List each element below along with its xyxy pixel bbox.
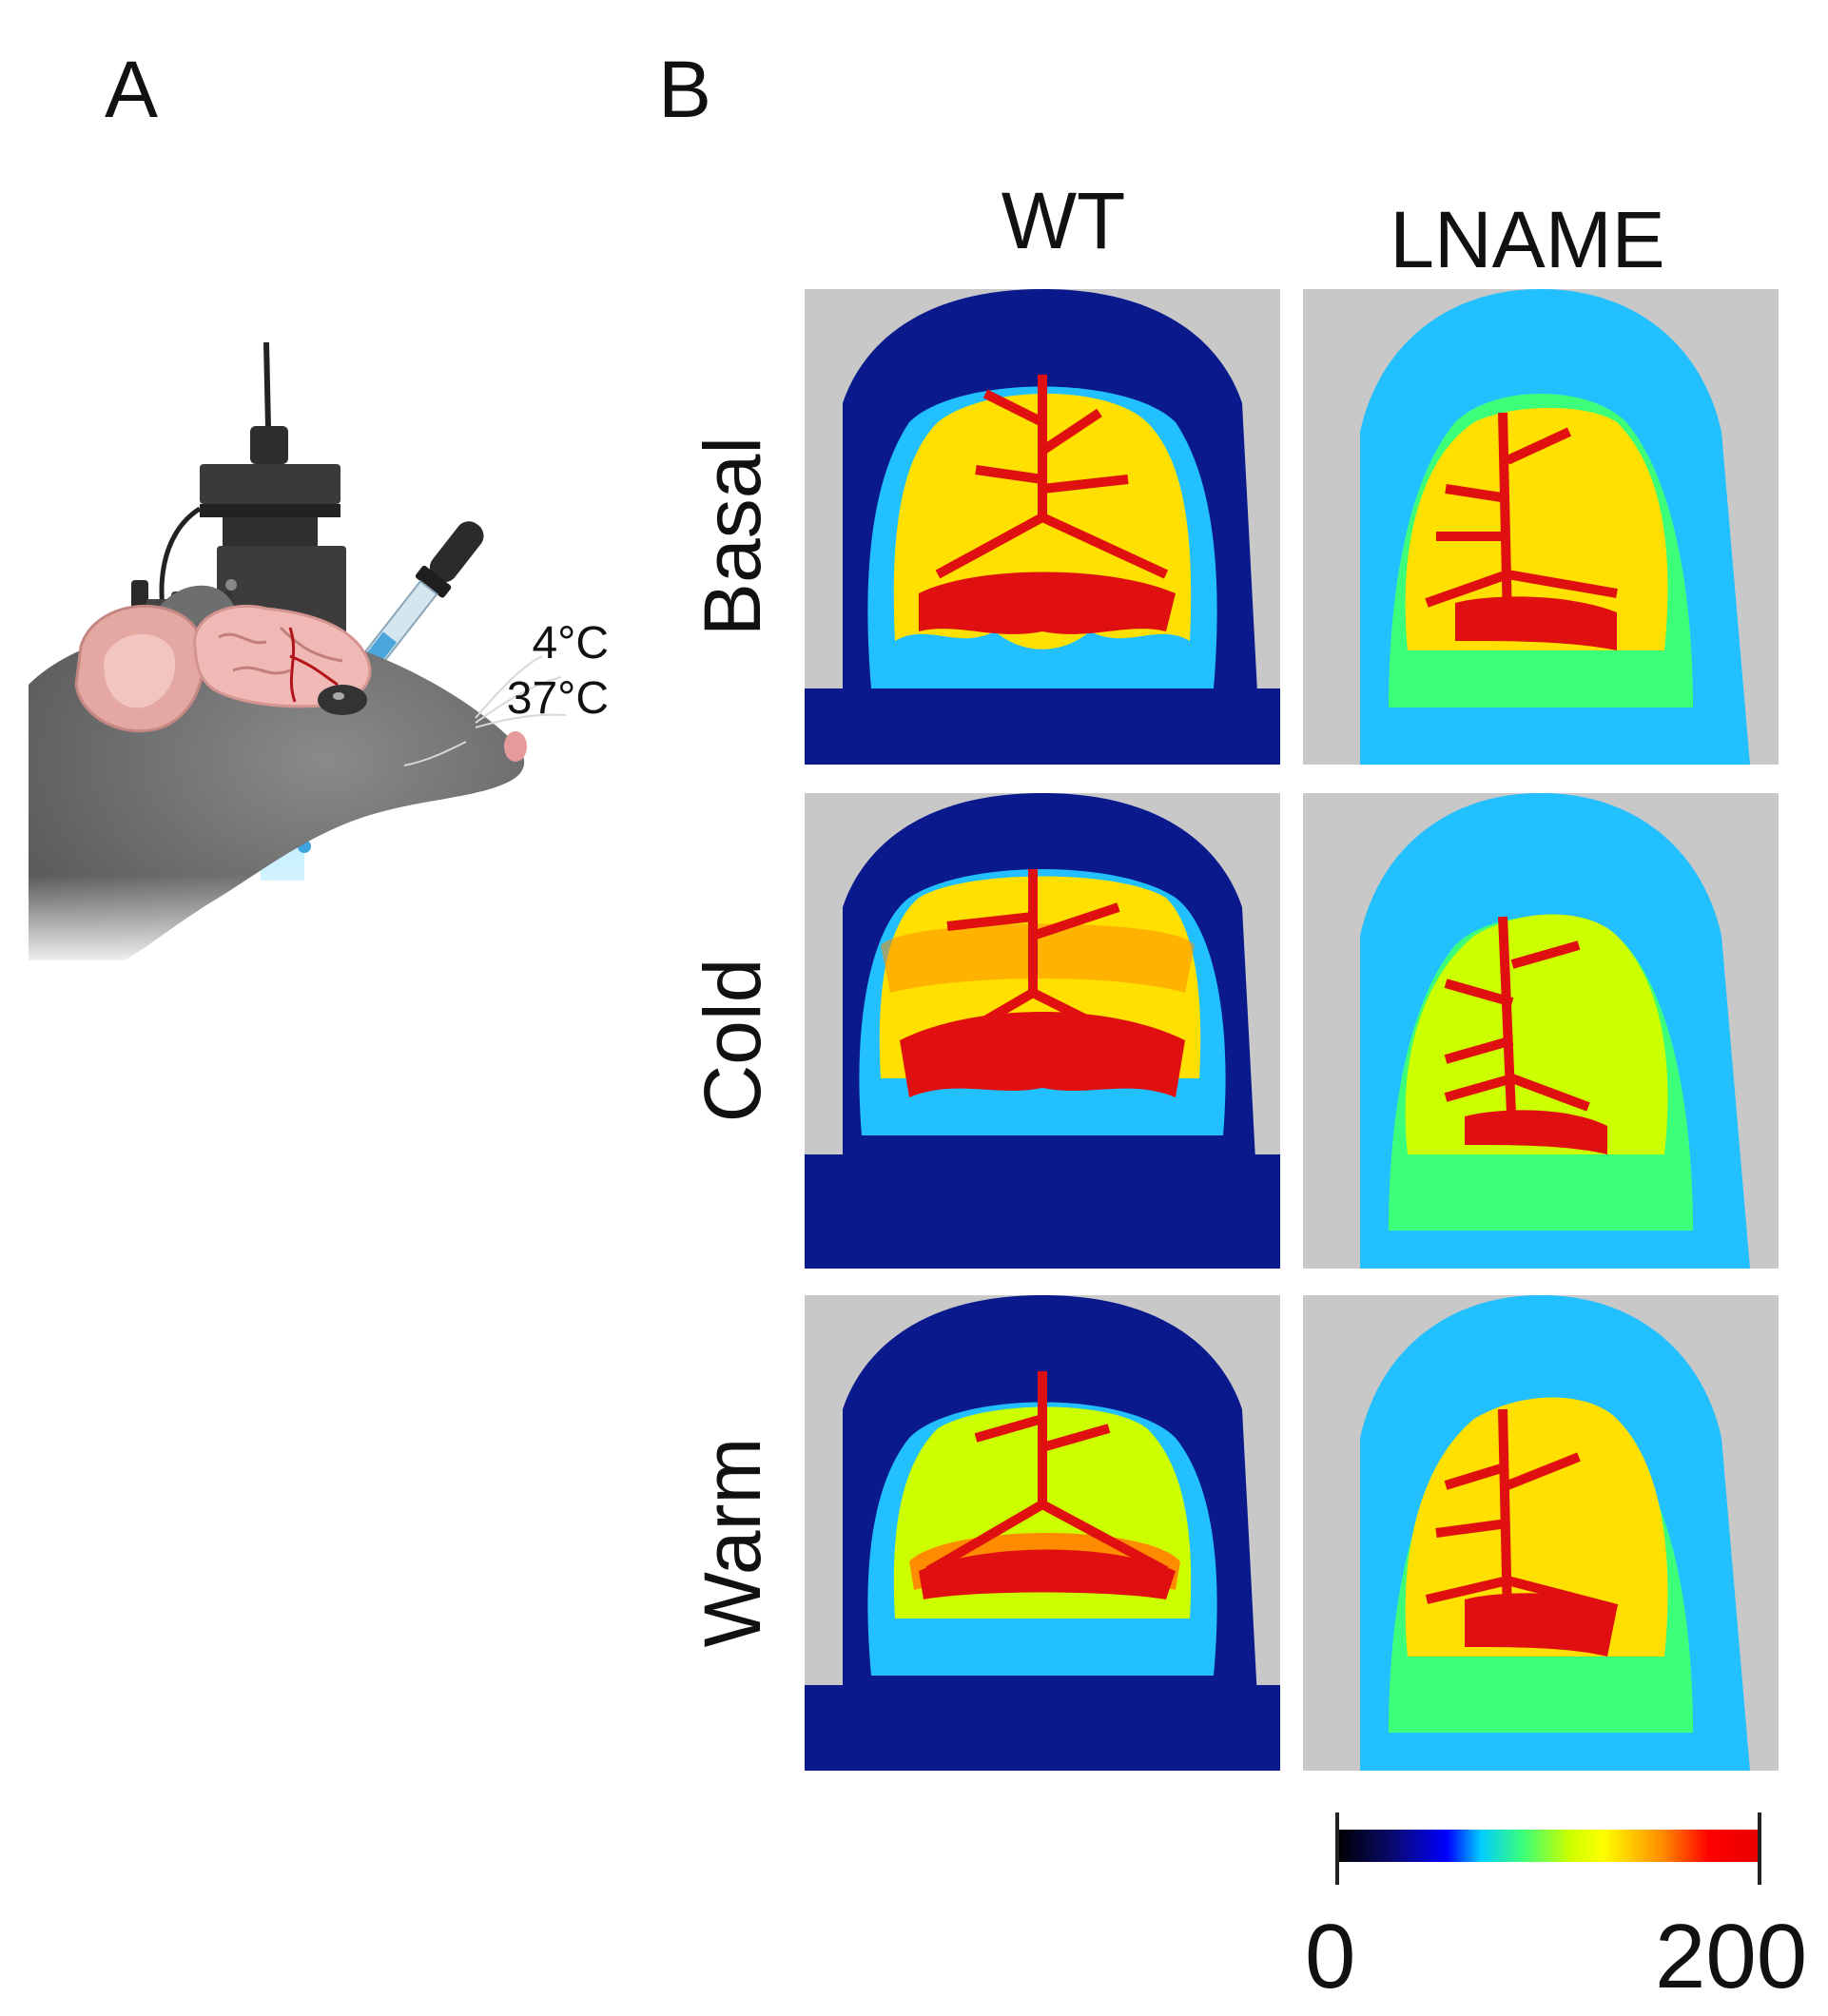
perfusion-image-wt-basal: [805, 289, 1280, 765]
colorbar: [1337, 1830, 1760, 1862]
perfusion-image-wt-cold: [805, 793, 1280, 1269]
colorbar-tick-min: [1335, 1812, 1339, 1885]
temp-warm-label: 37°C: [506, 673, 609, 724]
mouse-head-icon: [29, 585, 567, 970]
colorbar-tick-max: [1758, 1812, 1761, 1885]
temp-cold-label: 4°C: [532, 618, 609, 669]
row-label-basal: Basal: [688, 436, 777, 637]
panel-label-a: A: [105, 45, 159, 134]
colorbar-max-label: 200: [1655, 1906, 1808, 2007]
row-label-cold: Cold: [688, 958, 777, 1123]
column-label-wt: WT: [1001, 176, 1126, 265]
colorbar-min-label: 0: [1305, 1906, 1356, 2007]
experimental-setup-illustration: [29, 342, 567, 970]
panel-label-b: B: [658, 45, 712, 134]
column-label-lname: LNAME: [1390, 195, 1665, 284]
perfusion-image-lname-warm: [1303, 1295, 1779, 1771]
perfusion-image-lname-cold: [1303, 793, 1779, 1269]
row-label-warm: Warm: [688, 1437, 777, 1648]
perfusion-image-wt-warm: [805, 1295, 1280, 1771]
perfusion-image-lname-basal: [1303, 289, 1779, 765]
camera-cable: [263, 342, 271, 429]
